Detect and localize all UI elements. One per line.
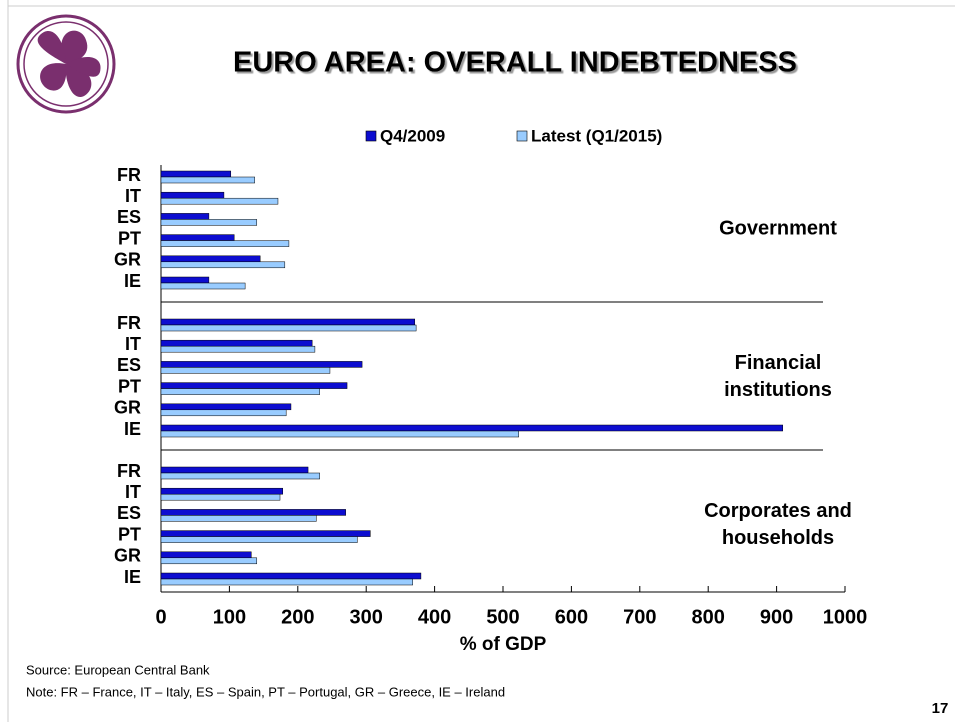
bar [160, 487, 284, 495]
bar [160, 339, 313, 347]
bar [160, 367, 331, 374]
bar [160, 409, 287, 417]
x-tick-label: 200 [281, 606, 314, 628]
bar [160, 191, 225, 199]
x-axis-label: % of GDP [460, 634, 547, 655]
legend-label: Q4/2009 [380, 126, 445, 145]
y-tick-label: IE [124, 419, 141, 439]
bar [160, 466, 309, 474]
bar [160, 176, 255, 184]
bar [160, 382, 348, 389]
bar [160, 276, 210, 284]
y-tick-label: IE [124, 567, 141, 587]
bar [160, 578, 413, 586]
y-tick-label: GR [114, 250, 141, 270]
group-label: Financial [735, 352, 822, 374]
bar [160, 318, 416, 326]
bar [160, 361, 363, 368]
x-tick-label: 1000 [823, 606, 868, 628]
bar [160, 424, 784, 432]
legend-swatch [365, 130, 377, 142]
x-tick-label: 400 [418, 606, 451, 628]
y-tick-label: FR [117, 165, 141, 185]
bar [160, 509, 346, 516]
bar [160, 324, 417, 332]
group-label: institutions [724, 379, 832, 401]
y-tick-label: ES [117, 355, 141, 375]
bar [160, 515, 317, 522]
bar [160, 430, 519, 438]
group-label: Corporates and [704, 500, 852, 522]
bar [160, 261, 286, 269]
bar [160, 255, 261, 263]
y-tick-label: GR [114, 398, 141, 418]
bar [160, 219, 258, 226]
logo [16, 14, 116, 114]
y-tick-label: IE [124, 271, 141, 291]
bar [160, 213, 210, 220]
bar [160, 551, 252, 559]
y-tick-label: FR [117, 461, 141, 481]
page-number: 17 [932, 700, 949, 717]
x-tick-label: 500 [486, 606, 519, 628]
bar [160, 530, 371, 537]
x-tick-label: 600 [555, 606, 588, 628]
source: Source: European Central Bank [26, 662, 210, 677]
x-tick-label: 0 [155, 606, 166, 628]
group-label: Government [719, 217, 837, 239]
y-tick-label: GR [114, 546, 141, 566]
x-tick-label: 100 [213, 606, 246, 628]
legend-label: Latest (Q1/2015) [531, 126, 662, 145]
bar [160, 493, 281, 501]
bar [160, 557, 258, 565]
chart-title: EURO AREA: OVERALL INDEBTEDNESS [233, 47, 797, 79]
bar [160, 197, 279, 205]
x-tick-label: 300 [350, 606, 383, 628]
y-tick-label: FR [117, 313, 141, 333]
bar [160, 345, 316, 353]
bar [160, 170, 232, 178]
x-tick-label: 800 [692, 606, 725, 628]
y-tick-label: PT [118, 228, 141, 248]
y-tick-label: IT [125, 482, 141, 502]
y-tick-label: ES [117, 207, 141, 227]
group-label: households [722, 527, 834, 549]
bar [160, 388, 320, 395]
legend-swatch [516, 130, 528, 142]
bar [160, 536, 358, 543]
bar [160, 240, 290, 247]
bar [160, 282, 246, 290]
note: Note: FR – France, IT – Italy, ES – Spai… [26, 684, 505, 699]
x-tick-label: 700 [623, 606, 656, 628]
x-tick-label: 900 [760, 606, 793, 628]
y-tick-label: PT [118, 376, 141, 396]
bar [160, 572, 422, 580]
y-tick-label: IT [125, 334, 141, 354]
y-tick-label: PT [118, 524, 141, 544]
y-tick-label: ES [117, 503, 141, 523]
y-tick-label: IT [125, 186, 141, 206]
bar [160, 403, 292, 411]
bar [160, 472, 320, 480]
bar [160, 234, 235, 241]
